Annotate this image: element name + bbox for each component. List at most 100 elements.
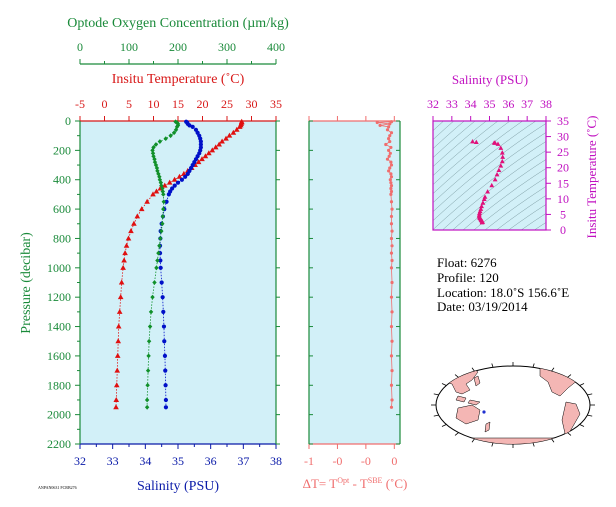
delta-point	[388, 166, 392, 170]
ts-temperature-tick-label: 0	[560, 223, 566, 237]
oxygen-point	[144, 404, 150, 410]
map-tick	[471, 367, 475, 372]
pressure-tick-label: 200	[53, 143, 71, 157]
oxygen-point	[171, 130, 177, 136]
ts-salinity-tick-label: 37	[521, 97, 533, 111]
isopycnal-line	[484, 186, 546, 230]
ts-point	[480, 200, 486, 205]
pressure-tick-label: 2200	[47, 437, 71, 451]
oxygen-point	[151, 153, 156, 159]
oxygen-point	[160, 189, 166, 194]
float-id: Float: 6276	[437, 255, 497, 270]
delta-point	[389, 200, 394, 204]
temperature-point	[114, 352, 121, 358]
isopycnal-line	[433, 123, 546, 212]
temperature-axis-title: Insitu Temperature (˚C)	[112, 72, 245, 87]
isopycnal-line	[496, 195, 546, 230]
salinity-point	[166, 192, 171, 197]
delta-point	[388, 134, 392, 138]
temperature-point	[114, 367, 121, 373]
axis-tick-label: 10	[148, 97, 160, 111]
temperature-point	[236, 123, 243, 129]
salinity-point	[198, 139, 203, 144]
isopycnal-line	[433, 141, 546, 230]
isopycnal-line	[433, 121, 487, 167]
delta-axis-title-sup1: Opt	[337, 476, 350, 485]
salinity-point	[158, 265, 163, 270]
map-tick	[471, 438, 475, 443]
oxygen-point	[159, 183, 164, 188]
ts-temperature-tick-label: 5	[560, 207, 566, 221]
delta-point	[390, 229, 394, 233]
delta-point	[390, 280, 394, 285]
delta-point	[390, 339, 394, 343]
isopycnal-line	[462, 168, 546, 230]
pressure-tick-label: 1000	[47, 261, 71, 275]
oxygen-point	[153, 142, 159, 147]
pressure-tick-label: 1200	[47, 290, 71, 304]
oxygen-point	[145, 368, 151, 373]
oxygen-point	[161, 192, 166, 197]
ts-marks	[470, 138, 506, 225]
salinity-point	[185, 171, 190, 176]
delta-point	[375, 120, 379, 125]
temperature-point	[113, 404, 119, 410]
delta-tick-label: -0	[332, 454, 342, 468]
axis-tick-label: 25	[221, 97, 233, 111]
ts-plot-area	[433, 121, 546, 230]
oxygen-point	[146, 338, 152, 344]
oxygen-point	[168, 133, 173, 139]
isopycnal-line	[433, 121, 465, 149]
salinity-point	[158, 258, 163, 263]
temperature-point	[171, 176, 178, 182]
delta-tick-label: 0	[391, 454, 397, 468]
isopycnal-line	[433, 132, 546, 221]
ts-salinity-tick-label: 33	[446, 97, 458, 111]
map-tick	[441, 383, 447, 386]
delta-point	[388, 122, 392, 126]
axis-tick-label: 300	[218, 40, 236, 54]
delta-point	[387, 169, 391, 173]
pressure-tick-label: 2000	[47, 408, 71, 422]
delta-point	[390, 398, 394, 402]
map-tick	[491, 363, 494, 368]
map-land	[436, 366, 590, 444]
axis-tick-label: 30	[246, 97, 258, 111]
axis-tick-label: 38	[270, 454, 282, 468]
oxygen-axis-title: Optode Oxygen Concentration (µm/kg)	[67, 16, 289, 31]
delta-point	[389, 236, 394, 241]
japan-land	[473, 375, 481, 387]
delta-point	[389, 163, 394, 167]
temperature-point	[219, 138, 225, 144]
ts-temperature-tick-label: 15	[557, 176, 569, 190]
delta-point	[389, 266, 394, 270]
delta-temperature-panel: -1 -0 -0 0 ΔT= TOpt - TSBE (˚C)	[303, 116, 407, 491]
isopycnal-line	[433, 121, 537, 203]
oxygen-point	[158, 236, 163, 241]
temperature-point	[230, 129, 237, 135]
delta-point	[390, 310, 394, 314]
map-tick	[587, 414, 593, 417]
delta-point	[384, 142, 388, 147]
salinity-point	[175, 180, 181, 185]
temperature-point	[226, 132, 233, 138]
delta-point	[390, 244, 394, 248]
left-footnote: ANPAN0631 FCRB276	[38, 485, 77, 490]
isopycnal-line	[508, 204, 546, 230]
delta-point	[390, 207, 394, 211]
oxygen-point	[156, 250, 161, 256]
axis-tick-label: 400	[267, 40, 285, 54]
salinity-point	[162, 353, 168, 359]
ts-temperature-tick-label: 30	[557, 130, 569, 144]
oxygen-point	[161, 206, 166, 212]
temperature-point	[195, 159, 202, 165]
delta-marks	[375, 120, 394, 409]
map-tick	[454, 374, 459, 378]
oxygen-point	[151, 145, 156, 150]
delta-axis-title-part2: - T	[349, 476, 368, 491]
salinity-point	[163, 405, 169, 410]
delta-point	[389, 214, 394, 219]
temperature-point	[138, 206, 145, 212]
